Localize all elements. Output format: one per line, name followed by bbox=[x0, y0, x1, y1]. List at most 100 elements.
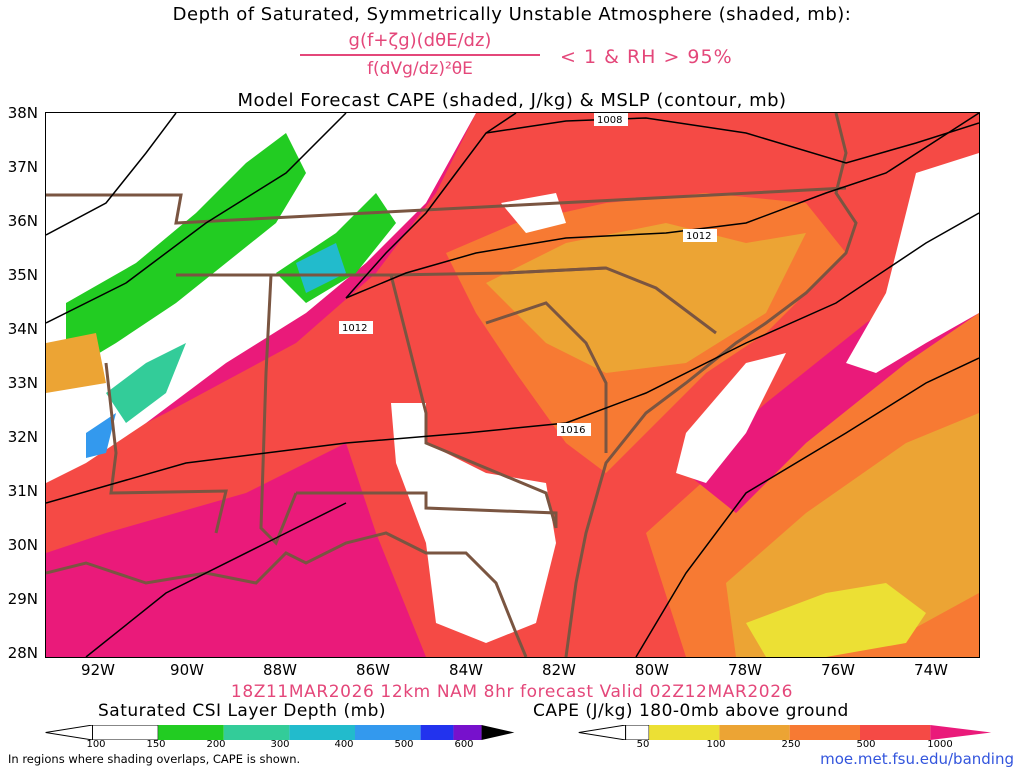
csi-bar-seg bbox=[158, 725, 224, 740]
lat-label: 37N bbox=[7, 158, 38, 176]
lat-label: 34N bbox=[7, 320, 38, 338]
isobar-west-1 bbox=[46, 113, 177, 236]
lat-label: 38N bbox=[7, 104, 38, 122]
csi-layer-teal bbox=[106, 343, 186, 423]
cape-tick: 1000 bbox=[927, 739, 953, 750]
isobar-1016 bbox=[46, 212, 979, 504]
isobar-1012-a bbox=[345, 113, 517, 299]
cape-bar-seg bbox=[789, 725, 860, 740]
cape-field-west-amber bbox=[46, 333, 106, 393]
cape-bar-seg bbox=[649, 725, 720, 740]
lon-label: 78W bbox=[728, 661, 762, 679]
lon-label: 74W bbox=[914, 661, 948, 679]
lat-label: 35N bbox=[7, 266, 38, 284]
csi-tick: 150 bbox=[146, 739, 166, 750]
cape-tick: 100 bbox=[706, 739, 726, 750]
formula-denominator: f(dVg/dz)²θE bbox=[367, 59, 473, 79]
isobar-labels: 1008 1012 1012 1016 bbox=[339, 113, 717, 436]
cape-bar-cap-left bbox=[578, 725, 627, 740]
cape-tick: 500 bbox=[856, 739, 876, 750]
lon-label: 92W bbox=[81, 661, 115, 679]
title-line-1: Depth of Saturated, Symmetrically Unstab… bbox=[172, 4, 852, 25]
isobar-label-bg-3 bbox=[339, 321, 373, 334]
title-line-2: Model Forecast CAPE (shaded, J/kg) & MSL… bbox=[237, 90, 787, 111]
cape-bar-seg bbox=[719, 725, 790, 740]
csi-colorbar bbox=[45, 725, 515, 740]
isobar-label-bg-2 bbox=[683, 229, 717, 242]
csi-bar-seg bbox=[420, 725, 454, 740]
csi-bar-cap-right bbox=[481, 725, 515, 740]
isobar-label-3: 1012 bbox=[342, 323, 367, 334]
border-ga-sc bbox=[485, 301, 608, 453]
forecast-map: 1008 1012 1012 1016 bbox=[45, 112, 980, 658]
clear-area-atlantic bbox=[846, 153, 979, 373]
csi-layer-cyan bbox=[296, 243, 346, 293]
cape-bar-seg bbox=[625, 725, 650, 740]
lat-label: 33N bbox=[7, 374, 38, 392]
csi-bar-seg bbox=[355, 725, 421, 740]
cape-legend-title: CAPE (J/kg) 180-0mb above ground bbox=[533, 701, 849, 721]
border-ms-al bbox=[259, 274, 298, 546]
isobar-1008 bbox=[485, 117, 979, 164]
lon-label: 84W bbox=[449, 661, 483, 679]
cape-field-amber bbox=[486, 223, 806, 373]
fraction-line bbox=[300, 54, 540, 56]
cape-bar-seg bbox=[860, 725, 931, 740]
csi-bar-cap-left bbox=[45, 725, 93, 740]
csi-legend-title: Saturated CSI Layer Depth (mb) bbox=[98, 701, 387, 721]
csi-bar-seg bbox=[223, 725, 290, 740]
gulf-coast bbox=[46, 531, 528, 657]
cape-colorbar bbox=[578, 725, 992, 740]
lon-label: 88W bbox=[263, 661, 297, 679]
isobar-west-2 bbox=[46, 113, 347, 324]
map-canvas: 1008 1012 1012 1016 bbox=[46, 113, 979, 657]
clear-area-coast bbox=[676, 353, 786, 483]
atlantic-coast bbox=[564, 113, 858, 657]
lon-label: 82W bbox=[542, 661, 576, 679]
cape-field-yellow bbox=[746, 583, 926, 657]
isobar-south-1 bbox=[85, 502, 347, 657]
border-fl-north bbox=[296, 491, 558, 528]
overlap-note: In regions where shading overlaps, CAPE … bbox=[8, 752, 301, 766]
isobar-label-1: 1008 bbox=[597, 115, 622, 126]
credit-link[interactable]: moe.met.fsu.edu/banding bbox=[820, 750, 1014, 768]
border-tn-ky bbox=[46, 186, 847, 225]
lon-label: 86W bbox=[356, 661, 390, 679]
coastlines bbox=[46, 113, 858, 657]
border-ga-sc-nc bbox=[505, 266, 717, 335]
csi-tick: 200 bbox=[206, 739, 226, 750]
cape-field-amber-2 bbox=[726, 413, 979, 657]
isobar-label-2: 1012 bbox=[686, 231, 711, 242]
lon-label: 76W bbox=[821, 661, 855, 679]
lat-label: 30N bbox=[7, 536, 38, 554]
clear-area-georgia bbox=[391, 403, 556, 643]
isobar-label-4: 1016 bbox=[560, 425, 585, 436]
lon-label: 90W bbox=[170, 661, 204, 679]
cape-tick: 50 bbox=[636, 739, 650, 750]
state-borders bbox=[46, 186, 847, 546]
lat-label: 32N bbox=[7, 428, 38, 446]
lon-label: 80W bbox=[635, 661, 669, 679]
isobar-1012-b bbox=[345, 113, 979, 299]
csi-layer-blue bbox=[86, 413, 116, 458]
csi-bar-seg bbox=[289, 725, 355, 740]
isobar-south-2 bbox=[635, 357, 979, 657]
csi-tick: 400 bbox=[334, 739, 354, 750]
lat-label: 36N bbox=[7, 212, 38, 230]
lat-label: 28N bbox=[7, 644, 38, 662]
csi-tick: 100 bbox=[86, 739, 106, 750]
lat-label: 29N bbox=[7, 590, 38, 608]
csi-tick: 600 bbox=[454, 739, 474, 750]
criteria-text: < 1 & RH > 95% bbox=[560, 46, 733, 68]
csi-layer-green bbox=[66, 133, 306, 373]
isobar-label-bg-1 bbox=[594, 113, 628, 126]
isobars bbox=[46, 113, 979, 657]
formula-numerator: g(f+ζg)(dθE/dz) bbox=[348, 30, 492, 51]
cape-bar-cap-right bbox=[930, 725, 992, 740]
border-ms-la bbox=[104, 362, 228, 534]
formula: g(f+ζg)(dθE/dz) f(dVg/dz)²θE bbox=[300, 30, 540, 80]
cape-tick: 250 bbox=[781, 739, 801, 750]
csi-bar-seg bbox=[92, 725, 159, 740]
border-al-ga bbox=[389, 274, 558, 529]
csi-tick: 300 bbox=[270, 739, 290, 750]
